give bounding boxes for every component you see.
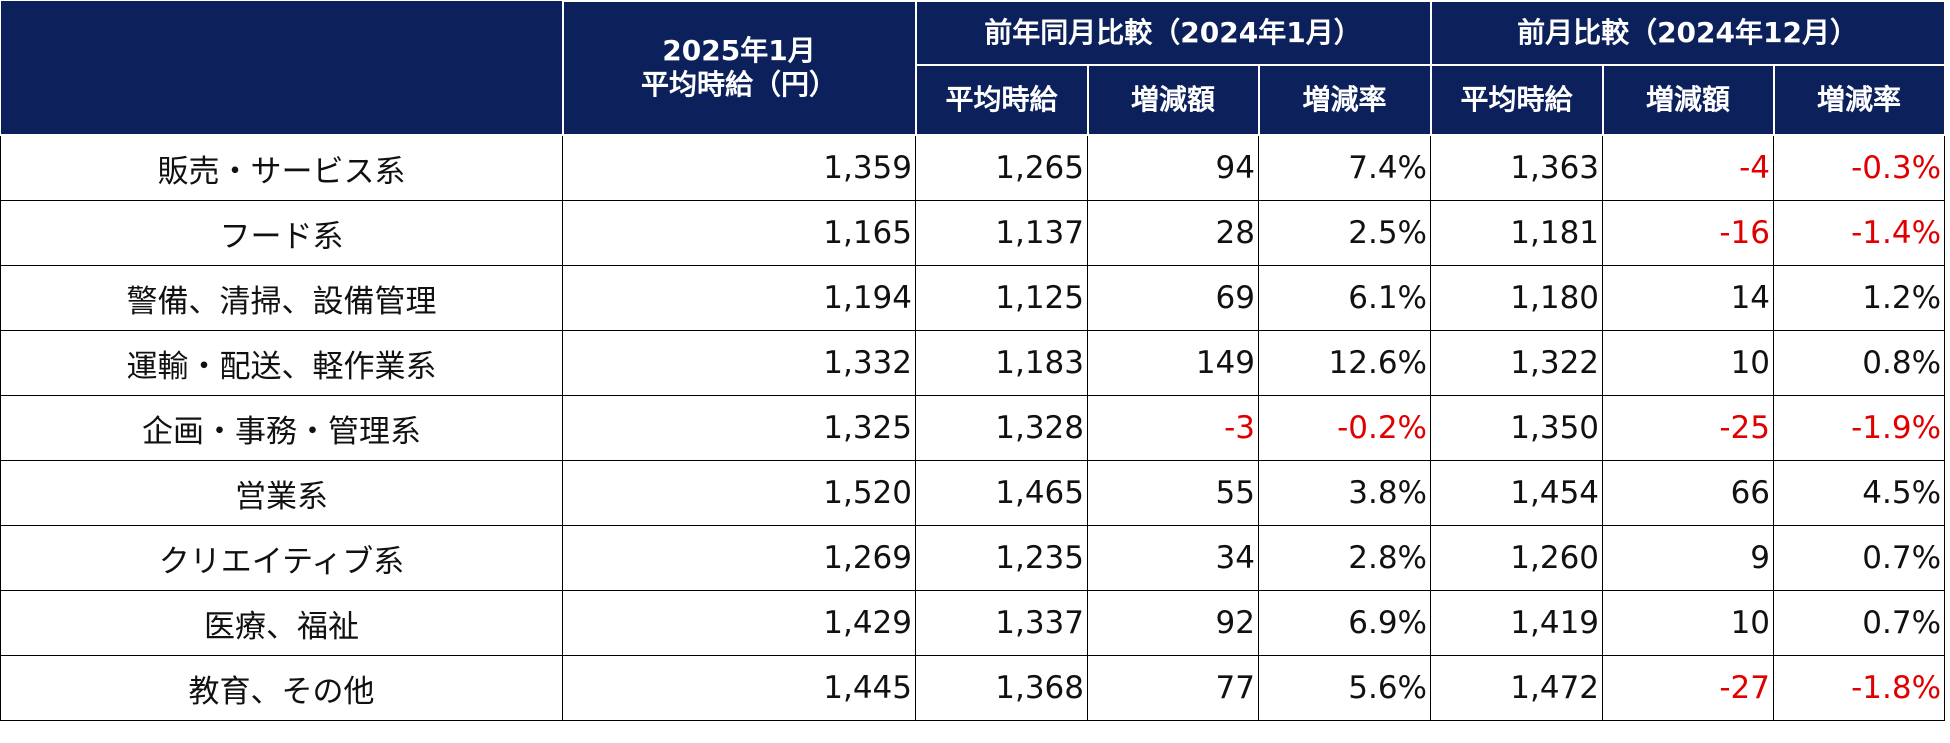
value-cell: 94	[1087, 134, 1259, 201]
value-cell: 1,454	[1430, 460, 1604, 526]
table-row: 医療、福祉 1,429 1,337 92 6.9% 1,419 10 0.7%	[0, 590, 1946, 656]
group-header: 前月比較（2024年12月）	[1429, 0, 1946, 66]
value-cell: 1,194	[562, 265, 916, 331]
value-cell: 1,472	[1430, 655, 1604, 721]
value-cell: 1,328	[915, 395, 1088, 461]
value-cell: 34	[1087, 525, 1259, 591]
value-cell: -1.9%	[1773, 395, 1946, 461]
value-cell: -1.4%	[1773, 200, 1946, 266]
value-cell: 1,180	[1430, 265, 1604, 331]
sub-header: 増減率	[1772, 64, 1946, 136]
value-cell: 14	[1602, 265, 1775, 331]
value-cell: 92	[1087, 590, 1259, 656]
value-cell: 1,269	[562, 525, 916, 591]
value-cell: 1,445	[562, 655, 916, 721]
value-cell: 10	[1602, 590, 1775, 656]
value-cell: 1,325	[562, 395, 916, 461]
sub-header: 増減額	[1601, 64, 1775, 136]
value-cell: 12.6%	[1257, 330, 1432, 396]
value-cell: -27	[1602, 655, 1775, 721]
value-cell: 1,125	[915, 265, 1088, 331]
group-header: 前年同月比較（2024年1月）	[914, 0, 1432, 66]
value-cell: -16	[1602, 200, 1775, 266]
value-cell: 9	[1602, 525, 1775, 591]
sub-header: 増減率	[1257, 64, 1432, 136]
value-cell: 1.2%	[1773, 265, 1946, 331]
value-cell: 77	[1087, 655, 1259, 721]
value-cell: 1,419	[1430, 590, 1604, 656]
value-cell: 1,322	[1430, 330, 1604, 396]
value-cell: -4	[1602, 134, 1775, 201]
value-cell: 1,368	[915, 655, 1088, 721]
row-label: 教育、その他	[0, 655, 563, 721]
value-cell: 1,520	[562, 460, 916, 526]
wage-table: 2025年1月 平均時給（円） 前年同月比較（2024年1月） 前月比較（2024…	[0, 0, 1946, 721]
row-label: フード系	[0, 200, 563, 266]
value-cell: 4.5%	[1773, 460, 1946, 526]
value-cell: 0.7%	[1773, 525, 1946, 591]
value-cell: 1,429	[562, 590, 916, 656]
value-cell: 1,332	[562, 330, 916, 396]
value-cell: -0.3%	[1773, 134, 1946, 201]
value-cell: 1,260	[1430, 525, 1604, 591]
value-cell: 7.4%	[1257, 134, 1432, 201]
value-cell: 55	[1087, 460, 1259, 526]
base-title-line: 2025年1月	[662, 34, 816, 68]
value-cell: 1,183	[915, 330, 1088, 396]
row-label: 警備、清掃、設備管理	[0, 265, 563, 331]
value-cell: 2.5%	[1257, 200, 1432, 266]
value-cell: 1,165	[562, 200, 916, 266]
sub-header: 平均時給	[1429, 64, 1604, 136]
value-cell: 1,465	[915, 460, 1088, 526]
value-cell: 5.6%	[1257, 655, 1432, 721]
value-cell: 6.1%	[1257, 265, 1432, 331]
corner-cell	[0, 1, 564, 136]
value-cell: -1.8%	[1773, 655, 1946, 721]
value-cell: 1,137	[915, 200, 1088, 266]
row-label: 運輸・配送、軽作業系	[0, 330, 563, 396]
value-cell: 149	[1087, 330, 1259, 396]
value-cell: 3.8%	[1257, 460, 1432, 526]
value-cell: 1,337	[915, 590, 1088, 656]
row-label: 企画・事務・管理系	[0, 395, 563, 461]
row-label: クリエイティブ系	[0, 525, 563, 591]
row-label: 販売・サービス系	[0, 134, 563, 201]
table-row: 運輸・配送、軽作業系 1,332 1,183 149 12.6% 1,322 10 0.8%	[0, 330, 1946, 396]
subheader-row: 平均時給 増減額 増減率 平均時給 増減額 増減率	[1, 64, 1946, 136]
value-cell: 1,181	[1430, 200, 1604, 266]
value-cell: -25	[1602, 395, 1775, 461]
table-row: クリエイティブ系 1,269 1,235 34 2.8% 1,260 9 0.7%	[0, 525, 1946, 591]
value-cell: 1,265	[915, 134, 1088, 201]
table-row: 販売・サービス系 1,359 1,265 94 7.4% 1,363 -4 -0.3%	[0, 134, 1946, 201]
value-cell: 66	[1602, 460, 1775, 526]
sub-header: 平均時給	[914, 64, 1089, 136]
value-cell: 1,359	[562, 134, 916, 201]
table-row: 営業系 1,520 1,465 55 3.8% 1,454 66 4.5%	[0, 460, 1946, 526]
base-title-line: 平均時給（円）	[640, 68, 837, 101]
table-row: 企画・事務・管理系 1,325 1,328 -3 -0.2% 1,350 -25 -1.9%	[0, 395, 1946, 461]
sub-header: 増減額	[1086, 64, 1260, 136]
table-body: 販売・サービス系 1,359 1,265 94 7.4% 1,363 -4 -0.3% フード系…	[0, 134, 1946, 721]
header-row: 2025年1月 平均時給（円） 前年同月比較（2024年1月） 前月比較（2024…	[0, 0, 1946, 136]
row-label: 医療、福祉	[0, 590, 563, 656]
value-cell: 1,350	[1430, 395, 1604, 461]
value-cell: 6.9%	[1257, 590, 1432, 656]
table-row: 警備、清掃、設備管理 1,194 1,125 69 6.1% 1,180 14 1.2%	[0, 265, 1946, 331]
value-cell: 2.8%	[1257, 525, 1432, 591]
value-cell: 1,363	[1430, 134, 1604, 201]
row-label: 営業系	[0, 460, 563, 526]
value-cell: 1,235	[915, 525, 1088, 591]
table-row: 教育、その他 1,445 1,368 77 5.6% 1,472 -27 -1.8%	[0, 655, 1946, 721]
value-cell: 69	[1087, 265, 1259, 331]
value-cell: 28	[1087, 200, 1259, 266]
value-cell: -0.2%	[1257, 395, 1432, 461]
base-header: 2025年1月 平均時給（円）	[561, 0, 917, 136]
value-cell: -3	[1087, 395, 1259, 461]
value-cell: 0.7%	[1773, 590, 1946, 656]
table-row: フード系 1,165 1,137 28 2.5% 1,181 -16 -1.4%	[0, 200, 1946, 266]
value-cell: 10	[1602, 330, 1775, 396]
value-cell: 0.8%	[1773, 330, 1946, 396]
